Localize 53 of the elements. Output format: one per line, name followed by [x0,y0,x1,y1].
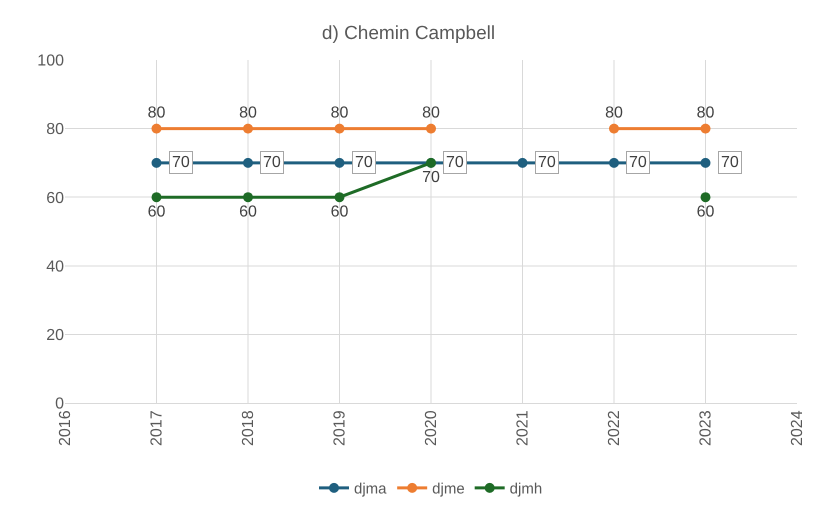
data-label: 80 [696,104,714,122]
point [518,158,528,168]
data-label: 60 [330,203,348,220]
data-label: 70 [629,154,647,171]
point [700,158,710,168]
point [243,192,253,202]
point [152,158,162,168]
point [609,124,619,134]
legend-label: djma [354,480,388,498]
x-tick-label: 2024 [789,410,806,446]
chart-title: d) Chemin Campbell [322,23,496,44]
point [152,192,162,202]
point [700,192,710,202]
data-label: 80 [330,104,348,122]
point [334,192,344,202]
x-tick-label: 2016 [57,410,74,446]
data-label: 60 [239,203,257,220]
point [609,158,619,168]
x-tick-label: 2021 [514,410,532,446]
x-tick-label: 2019 [332,410,349,446]
data-label: 70 [263,154,281,171]
x-tick-label: 2023 [698,410,715,446]
x-tick-label: 2017 [148,410,166,446]
data-label: 70 [446,154,464,171]
data-label: 70 [355,154,373,171]
point [334,124,344,134]
data-label: 80 [605,104,623,122]
data-label: 70 [172,154,190,171]
point [152,124,162,134]
data-label: 80 [148,104,166,122]
x-tick-label: 2022 [606,410,624,446]
data-label: 70 [721,154,739,171]
point [700,124,710,134]
y-tick-label: 100 [37,52,64,70]
y-tick-label: 40 [46,258,64,276]
data-label: 60 [148,203,166,220]
data-label: 70 [422,169,440,186]
data-label: 60 [696,203,714,220]
data-label: 70 [538,154,556,171]
y-tick-label: 80 [46,121,64,138]
legend-label: djme [432,480,465,498]
point [243,158,253,168]
y-tick-label: 0 [55,396,64,413]
legend-label: djmh [510,480,542,498]
x-tick-label: 2020 [423,410,440,446]
point [426,124,436,134]
data-label: 80 [239,104,257,122]
x-tick-label: 2018 [240,410,258,446]
y-tick-label: 60 [46,190,64,207]
y-tick-label: 20 [46,327,64,344]
point [243,124,253,134]
data-label: 80 [422,104,440,122]
point [334,158,344,168]
